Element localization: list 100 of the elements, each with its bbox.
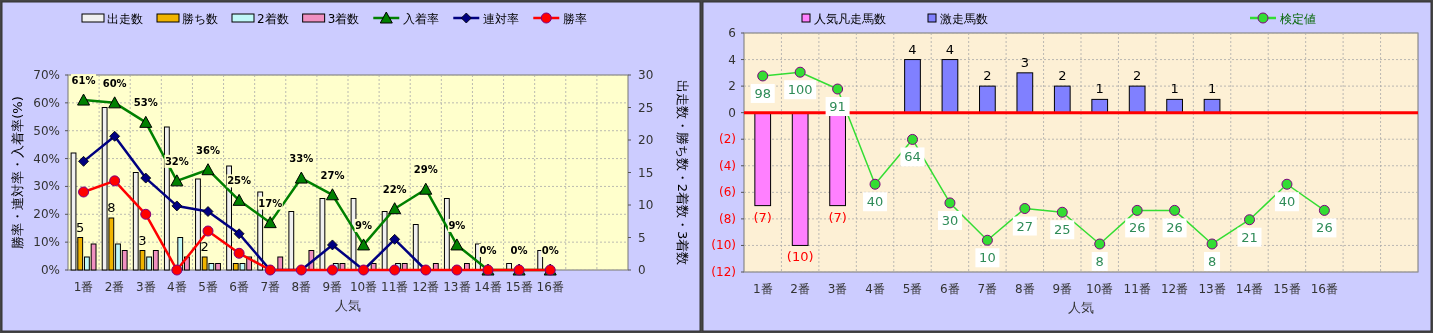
x-axis-title: 人気 [1068,300,1094,315]
y-tick-label: (2) [719,132,736,147]
y2-tick-label: 15 [638,165,654,180]
data-label: 25% [227,175,252,187]
x-tick-label: 13番 [1198,282,1226,296]
x-tick-label: 1番 [73,280,94,294]
data-label: 60% [102,77,127,89]
data-label: (10) [786,249,814,265]
legend-label: 入着率 [403,12,440,26]
y-tick-label: 20% [33,207,60,222]
data-label: 29% [413,164,438,176]
y-tick-label: 0% [40,263,60,277]
data-label: 53% [133,97,158,109]
x-tick-label: 5番 [902,282,923,296]
data-label: 2 [1058,68,1067,84]
data-label: 2 [1133,68,1142,84]
data-label: 32% [164,155,189,167]
x-tick-label: 8番 [291,280,312,294]
data-label: 9% [355,219,373,231]
data-label: 4 [945,41,955,57]
legend-label: 2着数 [257,12,289,26]
data-label: 8 [1095,253,1104,269]
legend-label: 勝ち数 [182,12,218,26]
x-tick-label: 15番 [1273,282,1301,296]
data-label: 91 [829,99,846,115]
legend-label: 勝率 [563,12,588,26]
x-tick-label: 2番 [790,282,810,296]
x-tick-label: 11番 [1123,282,1151,296]
data-label: 61% [71,75,96,87]
x-tick-label: 14番 [1235,282,1264,296]
y-tick-label: 30% [33,179,60,194]
y2-tick-label: 0 [638,263,646,277]
data-label: 4 [908,41,917,57]
legend-label: 検定値 [1280,12,1316,26]
data-label: 40 [1278,194,1296,210]
data-label: 1 [1207,81,1217,97]
x-tick-label: 10番 [349,280,378,294]
y2-tick-label: 10 [638,198,654,212]
y-tick-label: 6 [728,26,736,40]
y2-tick-label: 30 [638,68,654,82]
y-tick-label: 70% [33,68,60,82]
legend-label: 人気凡走馬数 [814,12,886,26]
data-label: 1 [1170,81,1179,97]
y2-axis-title: 出走数・勝ち数・2着数・3着数 [675,79,690,266]
x-tick-label: 15番 [505,280,533,294]
data-label: 36% [196,144,220,156]
data-label: 40 [866,194,884,210]
data-label: 8 [1207,253,1217,269]
x-tick-label: 16番 [536,280,564,294]
data-label: 3 [1020,54,1029,70]
y-tick-label: (10) [711,238,736,253]
data-label: 26 [1128,220,1146,236]
data-label: 0% [479,245,497,256]
data-label: 8 [107,200,116,215]
y2-tick-label: 20 [638,133,654,147]
x-tick-label: 5番 [198,280,218,294]
x-tick-label: 6番 [940,282,960,296]
data-label: 33% [289,153,314,165]
legend-label: 出走数 [107,12,143,26]
x-tick-label: 4番 [167,280,187,294]
x-axis-title: 人気 [335,298,361,313]
data-label: 25 [1054,222,1071,238]
x-tick-label: 13番 [443,280,471,294]
x-tick-label: 2番 [104,280,125,294]
data-label: (7) [753,209,772,225]
data-label: 64 [904,149,921,165]
x-tick-label: 6番 [229,280,249,294]
y-tick-label: (4) [719,158,736,173]
x-tick-label: 9番 [322,280,343,294]
y-tick-label: 0 [728,105,736,120]
data-label: 100 [787,82,813,98]
x-tick-label: 8番 [1015,282,1035,296]
y-tick-label: (12) [711,265,736,279]
y-tick-label: 60% [33,95,60,110]
x-tick-label: 11番 [381,280,409,294]
x-tick-label: 16番 [1310,282,1339,296]
legend-label: 激走馬数 [940,12,988,26]
x-tick-label: 3番 [135,280,156,294]
legend-label: 連対率 [483,12,520,26]
data-label: (7) [828,209,847,225]
y-axis-title: 勝率・連対率・入着率(%) [10,96,25,249]
data-label: 3 [138,232,147,248]
data-label: 1 [1095,81,1104,97]
data-label: 0% [510,245,528,256]
x-tick-label: 12番 [1160,282,1189,296]
y-tick-label: 40% [33,151,60,166]
data-label: 9% [448,219,466,231]
data-label: 2 [200,239,209,254]
x-tick-label: 1番 [752,282,773,296]
data-label: 27 [1016,218,1034,234]
x-tick-label: 4番 [865,282,885,296]
x-tick-label: 10番 [1086,282,1114,296]
data-label: 17% [258,197,283,209]
data-label: 27% [320,169,345,181]
y-tick-label: (8) [719,211,736,226]
x-tick-label: 12番 [412,280,440,294]
y-tick-label: 50% [33,123,60,138]
data-label: 10 [979,250,996,266]
data-label: 30 [941,212,959,228]
x-tick-label: 7番 [977,282,998,296]
